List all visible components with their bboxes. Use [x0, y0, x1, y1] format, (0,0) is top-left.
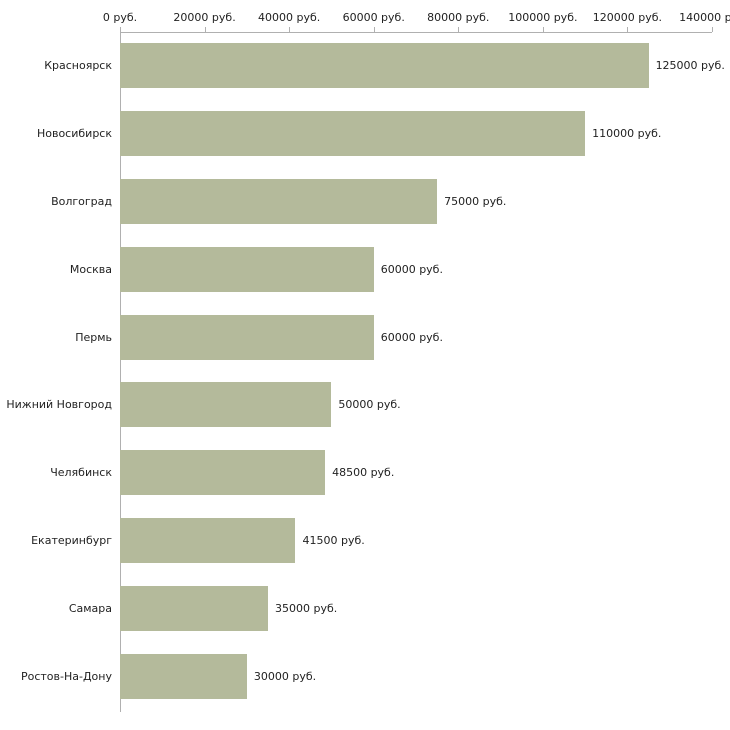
- bar-row: Волгоград 75000 руб.: [0, 168, 730, 236]
- x-axis-tick-mark: [204, 27, 206, 32]
- value-label: 75000 руб.: [444, 194, 507, 208]
- bar: [120, 246, 374, 292]
- x-axis-tick-mark: [458, 27, 460, 32]
- x-axis-tick-label: 120000 руб.: [592, 11, 663, 24]
- category-label: Красноярск: [44, 59, 112, 73]
- bar: [120, 111, 586, 157]
- bar-row: Челябинск 48500 руб.: [0, 439, 730, 507]
- category-label: Новосибирск: [36, 127, 112, 141]
- bar-row: Екатеринбург 41500 руб.: [0, 507, 730, 575]
- x-axis-tick-mark: [627, 27, 629, 32]
- x-axis-tick-mark: [373, 27, 375, 32]
- bar-row: Пермь 60000 руб.: [0, 303, 730, 371]
- bar: [120, 585, 268, 631]
- value-label: 35000 руб.: [275, 601, 338, 615]
- x-axis-tick-label: 60000 руб.: [342, 11, 405, 24]
- y-axis-line: [120, 32, 121, 712]
- x-axis-tick-label: 100000 руб.: [508, 11, 578, 24]
- bar-row: Самара 35000 руб.: [0, 574, 730, 642]
- value-label: 110000 руб.: [592, 127, 662, 141]
- x-axis-tick-mark: [120, 27, 121, 32]
- x-axis-tick-label: 140000 руб: [679, 11, 730, 24]
- value-label: 60000 руб.: [380, 330, 443, 344]
- value-label: 30000 руб.: [253, 669, 317, 683]
- value-label: 41500 руб.: [302, 533, 365, 547]
- bar: [120, 382, 332, 428]
- category-label: Москва: [69, 262, 112, 276]
- bar: [120, 43, 649, 89]
- value-label: 60000 руб.: [380, 262, 443, 276]
- value-label: 125000 руб.: [655, 59, 725, 73]
- bar-row: Москва 60000 руб.: [0, 235, 730, 303]
- value-label: 48500 руб.: [332, 466, 395, 480]
- category-label: Екатеринбург: [31, 533, 112, 547]
- x-axis-line: [120, 32, 712, 33]
- x-axis-tick-mark: [712, 27, 713, 32]
- category-label: Нижний Новгород: [6, 398, 112, 412]
- x-axis-tick-label: 40000 руб.: [258, 11, 321, 24]
- x-axis-tick-label: 80000 руб.: [427, 11, 490, 24]
- bar-row: Новосибирск 110000 руб.: [0, 100, 730, 168]
- x-axis-tick-label: 20000 руб.: [173, 11, 236, 24]
- x-axis-tick-mark: [289, 27, 291, 32]
- category-label: Волгоград: [51, 194, 112, 208]
- category-label: Самара: [68, 601, 112, 615]
- category-label: Пермь: [75, 330, 112, 344]
- bar: [120, 314, 374, 360]
- bar-row: Ростов-На-Дону 30000 руб.: [0, 642, 730, 710]
- bar: [120, 653, 247, 699]
- category-label: Ростов-На-Дону: [20, 669, 112, 683]
- value-label: 50000 руб.: [338, 398, 401, 412]
- bar: [120, 450, 326, 496]
- bar-row: Нижний Новгород 50000 руб.: [0, 371, 730, 439]
- bar-row: Красноярск 125000 руб.: [0, 32, 730, 100]
- x-axis-tick-mark: [542, 27, 544, 32]
- bar: [120, 517, 296, 563]
- x-axis-tick-label: 0 руб.: [102, 11, 138, 24]
- category-label: Челябинск: [50, 466, 112, 480]
- bar: [120, 178, 438, 224]
- bar-rows: Красноярск 125000 руб. Новосибирск 110000 р…: [0, 32, 730, 710]
